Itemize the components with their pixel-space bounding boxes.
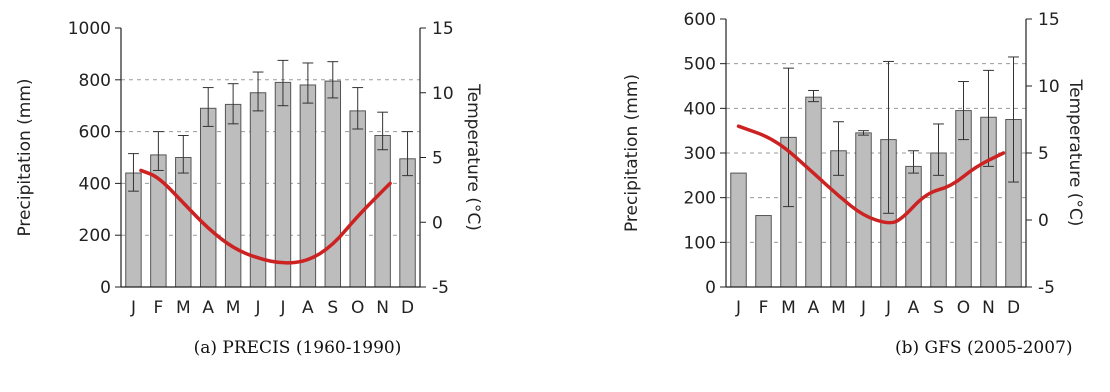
x-tick-label-7: A — [302, 298, 314, 318]
y-axis-title: Precipitation (mm) — [622, 74, 642, 232]
y-tick-label: 200 — [684, 189, 716, 209]
bar-n-10 — [374, 134, 391, 288]
x-tick-label-11: D — [1007, 298, 1020, 318]
y-tick-label: 800 — [79, 71, 111, 91]
y2-tick-label: 5 — [432, 149, 443, 169]
bar-m-4 — [224, 103, 242, 288]
x-tick-label-7: A — [908, 298, 920, 318]
y2-tick-label: 0 — [1038, 211, 1049, 231]
y-axis-title: Precipitation (mm) — [15, 78, 35, 236]
y-tick-label: 200 — [79, 226, 111, 246]
bar-o-9 — [349, 110, 366, 288]
x-tick-label-10: N — [376, 298, 389, 318]
bar-j-6 — [274, 81, 292, 288]
y-tick-label: 100 — [684, 233, 716, 253]
x-tick-label-10: N — [982, 298, 995, 318]
x-tick-label-0: J — [735, 298, 741, 318]
y-tick-label: 0 — [705, 278, 716, 298]
x-tick-label-1: F — [759, 298, 769, 318]
caption-b: (b) GFS (2005-2007) — [895, 338, 1073, 358]
bar-a-3 — [199, 107, 217, 288]
x-tick-label-8: S — [933, 298, 944, 318]
bar-j-0 — [730, 172, 747, 288]
x-tick-label-1: F — [153, 298, 163, 318]
y-tick-label: 1000 — [68, 19, 111, 39]
y-tick-label: 400 — [79, 174, 111, 194]
bar-a-3 — [805, 96, 822, 288]
x-tick-label-3: A — [808, 298, 820, 318]
bar-m-2 — [175, 157, 192, 288]
y2-tick-label: -5 — [432, 278, 449, 298]
x-tick-label-3: A — [202, 298, 214, 318]
y2-tick-label: 0 — [432, 213, 443, 233]
x-tick-label-6: J — [279, 298, 285, 318]
temperature-line — [736, 124, 1006, 225]
y2-tick-label: 15 — [1038, 10, 1060, 30]
bar-a-7 — [905, 165, 922, 288]
caption-a: (a) PRECIS (1960-1990) — [193, 338, 402, 358]
x-tick-label-6: J — [885, 298, 891, 318]
y-tick-label: 500 — [684, 55, 716, 75]
y2-tick-label: -5 — [1038, 278, 1055, 298]
x-tick-label-2: M — [176, 298, 191, 318]
x-tick-label-5: J — [860, 298, 866, 318]
bar-f-1 — [755, 215, 772, 288]
x-tick-label-0: J — [130, 298, 136, 318]
y2-tick-label: 15 — [432, 19, 454, 39]
x-tick-label-8: S — [327, 298, 338, 318]
x-tick-label-5: J — [255, 298, 261, 318]
y-tick-label: 0 — [100, 278, 111, 298]
y-tick-label: 400 — [684, 99, 716, 119]
chart-panel-b: 0 100 200 300 400 500 600 -5 0 5 10 15 J F M A M J J A S O N D P… — [555, 0, 1110, 392]
x-tick-label-11: D — [401, 298, 414, 318]
bar-s-8 — [324, 80, 342, 288]
y2-tick-label: 10 — [1038, 77, 1060, 97]
temperature-line — [139, 168, 392, 265]
x-tick-label-2: M — [781, 298, 796, 318]
y2-axis-title: Temperature (°C) — [1065, 79, 1085, 227]
x-tick-label-9: O — [351, 298, 364, 318]
y-tick-label: 600 — [79, 123, 111, 143]
y-tick-label: 300 — [684, 144, 716, 164]
x-tick-label-4: M — [831, 298, 846, 318]
x-tick-label-4: M — [226, 298, 241, 318]
y-tick-label: 600 — [684, 10, 716, 30]
y2-tick-label: 5 — [1038, 144, 1049, 164]
y2-axis-title: Temperature (°C) — [463, 83, 483, 231]
y2-tick-label: 10 — [432, 84, 454, 104]
chart-panel-a: 0 200 400 600 800 1000 -5 0 5 10 15 J F M A M J J A S O N D Pre… — [15, 19, 483, 318]
bar-d-11 — [399, 158, 416, 288]
x-tick-label-9: O — [957, 298, 970, 318]
